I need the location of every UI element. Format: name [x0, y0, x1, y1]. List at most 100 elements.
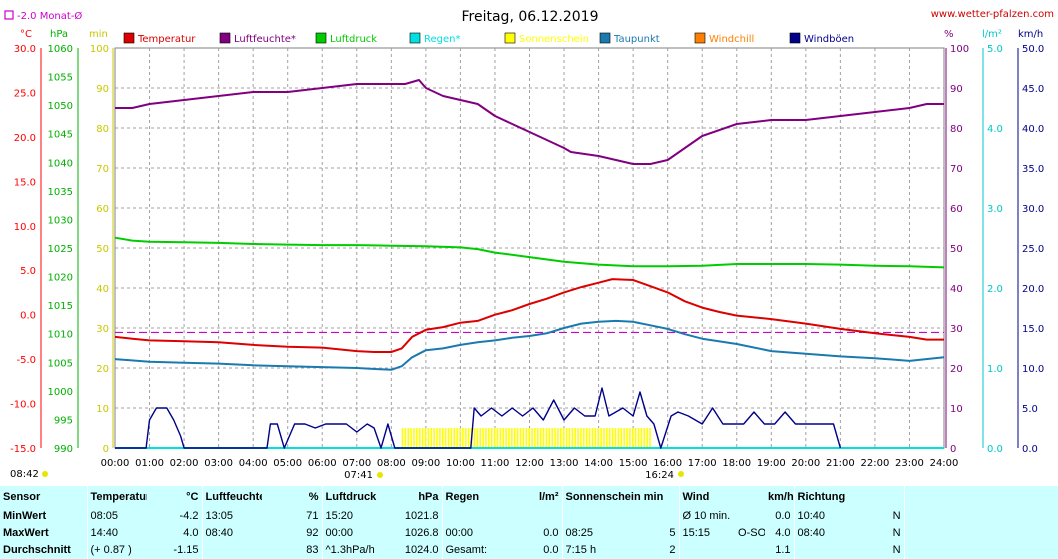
x-tick-label: 03:00	[204, 458, 233, 469]
wind-min-dir	[735, 507, 765, 524]
temp-min-time: 08:05	[86, 507, 147, 525]
sunshine-bar	[585, 428, 588, 448]
temp-unit-label: °C	[20, 29, 32, 40]
header-temp-unit: °C	[186, 490, 199, 503]
wind-avg-time	[678, 541, 736, 559]
pressure-tick-label: 1010	[48, 330, 73, 341]
sunshine-bar	[580, 428, 582, 448]
rain-unit-label: l/m²	[982, 29, 1002, 40]
sunshine-bar	[516, 428, 519, 448]
sunshine-bar	[499, 428, 502, 448]
press-max-time: 00:00	[321, 524, 382, 542]
sun-max-time: 08:25	[561, 524, 635, 542]
sunshine-bar	[637, 428, 640, 448]
sunshine-bar	[413, 428, 415, 448]
legend-swatch	[504, 32, 516, 44]
sunshine-bar	[502, 428, 505, 448]
sunshine-tick-label: 10	[96, 404, 109, 415]
wind-tick-label: 35.0	[1022, 164, 1044, 175]
pressure-tick-label: 1015	[48, 301, 73, 312]
sunshine-tick-label: 30	[96, 324, 109, 335]
sunshine-bar	[447, 428, 450, 448]
humidity-tick-label: 40	[950, 284, 963, 295]
header-sensor: Sensor	[3, 490, 41, 503]
sunshine-bar	[479, 428, 481, 448]
header-humidity: Luftfeuchte	[201, 486, 262, 508]
x-tick-label: 17:00	[688, 458, 717, 469]
pressure-tick-label: 1025	[48, 244, 73, 255]
wind-tick-label: 40.0	[1022, 124, 1044, 135]
sunshine-bar	[542, 428, 545, 448]
sunshine-bar	[617, 428, 620, 448]
sun-avg-value: 2	[669, 544, 676, 557]
sunshine-bar	[482, 428, 484, 448]
rain-tick-label: 1.0	[987, 364, 1003, 375]
sunshine-tick-label: 50	[96, 244, 109, 255]
wind-tick-label: 50.0	[1022, 44, 1044, 55]
header-pressure: Luftdruck	[321, 486, 382, 508]
daylength-sun-icon	[42, 471, 48, 477]
sunshine-bar	[629, 428, 631, 448]
humidity-tick-label: 10	[950, 404, 963, 415]
sunshine-bar	[441, 428, 444, 448]
rain-tick-label: 0.0	[987, 444, 1003, 455]
humidity-tick-label: 0	[950, 444, 956, 455]
sun-min-value	[635, 507, 679, 524]
x-tick-label: 23:00	[895, 458, 924, 469]
sunset-label: 16:24	[645, 470, 674, 481]
sunshine-bar	[608, 428, 611, 448]
temp-tick-label: -5.0	[16, 355, 36, 366]
humidity-tick-label: 50	[950, 244, 963, 255]
x-tick-label: 15:00	[619, 458, 648, 469]
stats-filler	[903, 524, 1058, 542]
temp-max-time: 14:40	[86, 524, 147, 542]
sunshine-tick-label: 100	[90, 44, 109, 55]
wind-tick-label: 0.0	[1022, 444, 1038, 455]
stats-header-row: Sensor Temperatur °C Luftfeuchte % Luftd…	[0, 486, 1058, 508]
sunshine-bar	[560, 428, 562, 448]
temp-tick-label: 5.0	[20, 266, 36, 277]
sunshine-bar	[591, 428, 594, 448]
x-tick-label: 19:00	[757, 458, 786, 469]
pressure-tick-label: 1005	[48, 358, 73, 369]
sunshine-bar	[611, 428, 614, 448]
sunshine-bar	[490, 428, 493, 448]
sunshine-bar	[493, 428, 496, 448]
website-link[interactable]: www.wetter-pfalzen.com	[931, 9, 1054, 20]
humidity-line	[115, 79, 944, 165]
pressure-tick-label: 1000	[48, 387, 73, 398]
wind-max-dir: O-SO	[738, 527, 766, 539]
dir-max-value: N	[892, 527, 901, 539]
x-tick-label: 24:00	[930, 458, 959, 469]
stats-filler	[903, 541, 1058, 559]
temp-avg-value: -1.15	[173, 544, 199, 557]
pressure-tick-label: 1020	[48, 273, 73, 284]
sunrise-label: 07:41	[344, 470, 373, 481]
wind-tick-label: 25.0	[1022, 244, 1044, 255]
temp-tick-label: 30.0	[14, 44, 36, 55]
legend-swatch	[315, 32, 327, 44]
sunshine-bar	[568, 428, 571, 448]
header-direction: Richtung	[793, 486, 905, 508]
humidity-tick-label: 20	[950, 364, 963, 375]
sunshine-bar	[433, 428, 435, 448]
daylength-label: 08:42	[10, 469, 39, 480]
wind-avg-value: 1.1	[775, 544, 791, 557]
sun-max-value: 5	[669, 527, 676, 539]
sunshine-bar	[640, 428, 643, 448]
sunshine-bar	[562, 428, 565, 448]
pressure-tick-label: 1035	[48, 187, 73, 198]
sunshine-bar	[404, 428, 407, 448]
sunshine-bar	[525, 428, 528, 448]
sunshine-bar	[536, 428, 539, 448]
humidity-tick-label: 100	[950, 44, 969, 55]
legend-swatch	[694, 32, 706, 44]
header-press-unit: hPa	[418, 490, 439, 503]
sunshine-tick-label: 40	[96, 284, 109, 295]
sunshine-bar	[626, 428, 628, 448]
sunshine-bar	[410, 428, 412, 448]
sunshine-bar	[531, 428, 533, 448]
sunshine-bar	[465, 428, 467, 448]
statistics-table: Sensor Temperatur °C Luftfeuchte % Luftd…	[0, 486, 1058, 559]
sunshine-bar	[577, 428, 579, 448]
